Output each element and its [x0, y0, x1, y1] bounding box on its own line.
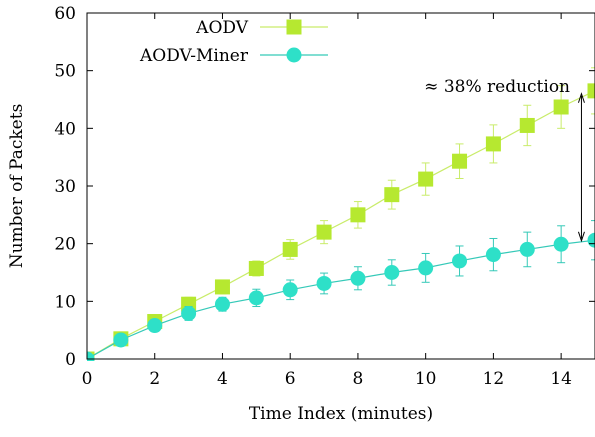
plot-area: [87, 67, 595, 361]
data-point-circle: [519, 241, 535, 257]
data-point-square: [418, 171, 434, 187]
y-tick-label: 40: [54, 119, 76, 139]
y-axis-label: Number of Packets: [7, 104, 27, 269]
series-line: [87, 90, 595, 360]
data-point-square: [316, 224, 332, 240]
legend: AODV AODV-Miner: [139, 18, 328, 66]
data-point-square: [587, 83, 595, 99]
x-axis-label: Time Index (minutes): [249, 404, 433, 424]
data-point-circle: [282, 282, 298, 298]
annotation-arrowhead-bottom: [577, 231, 585, 243]
data-point-square: [553, 99, 569, 115]
x-tick-label: 0: [82, 369, 93, 389]
series-line: [87, 239, 595, 360]
data-point-circle: [553, 236, 569, 252]
data-point-circle: [452, 253, 468, 269]
data-point-square: [384, 187, 400, 203]
x-tick-label: 6: [285, 369, 296, 389]
data-point-square: [214, 279, 230, 295]
data-point-square: [485, 136, 501, 152]
data-point-circle: [147, 318, 163, 334]
x-tick-label: 14: [550, 369, 572, 389]
data-point-circle: [214, 296, 230, 312]
data-point-circle: [316, 275, 332, 291]
data-point-circle: [418, 260, 434, 276]
series-group: [87, 67, 595, 361]
data-point-circle: [587, 232, 595, 248]
data-point-circle: [350, 270, 366, 286]
x-tick-label: 10: [415, 369, 437, 389]
legend-label: AODV: [195, 18, 249, 38]
y-tick-label: 50: [54, 62, 76, 82]
legend-marker-circle: [286, 47, 302, 63]
axis-ticks: 0 2 4 6 8 10 12 14 0 10 20 30 40 50 60: [54, 4, 595, 389]
data-point-circle: [485, 247, 501, 263]
data-point-circle: [181, 305, 197, 321]
x-tick-label: 2: [149, 369, 160, 389]
y-tick-label: 30: [54, 177, 76, 197]
annotation-label: ≈ 38% reduction: [424, 77, 570, 97]
legend-label: AODV-Miner: [139, 46, 249, 66]
data-point-circle: [384, 265, 400, 280]
data-point-circle: [113, 332, 129, 348]
x-tick-label: 12: [483, 369, 505, 389]
y-tick-label: 0: [65, 350, 76, 370]
data-point-square: [248, 260, 264, 276]
data-point-square: [282, 241, 298, 257]
data-point-circle: [248, 290, 264, 306]
x-tick-label: 4: [217, 369, 228, 389]
data-point-square: [350, 207, 366, 223]
x-tick-label: 8: [353, 369, 364, 389]
annotation-arrowhead-top: [577, 92, 585, 103]
y-tick-label: 20: [54, 235, 76, 255]
series-aodv-miner: [87, 220, 595, 361]
data-point-square: [519, 117, 535, 133]
data-point-square: [452, 153, 468, 169]
legend-marker-square: [286, 19, 302, 35]
y-tick-label: 10: [54, 292, 76, 312]
y-tick-label: 60: [54, 4, 76, 24]
annotation: ≈ 38% reduction: [424, 77, 585, 243]
